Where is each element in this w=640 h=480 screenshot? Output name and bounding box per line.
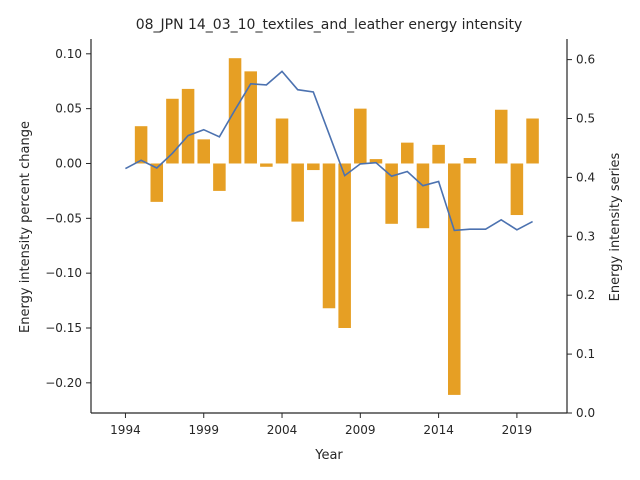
bar-2006	[307, 163, 320, 171]
y-tick-label-left: −0.10	[45, 266, 82, 280]
series-line	[125, 70, 533, 232]
bars	[134, 58, 539, 395]
y-tick-label-right: 0.1	[576, 347, 595, 361]
y-axis-label-right: Energy intensity series	[608, 152, 623, 301]
bar-2008	[338, 163, 351, 328]
bar-2016	[463, 158, 477, 164]
bar-2019	[510, 163, 524, 216]
bar-2018	[494, 109, 508, 164]
bar-2014	[432, 144, 445, 164]
y-tick-label-right: 0.5	[576, 112, 595, 126]
bar-1999	[197, 139, 210, 164]
y-tick-label-left: 0.05	[55, 102, 82, 116]
bar-1997	[166, 98, 179, 164]
y-tick-label-right: 0.0	[576, 406, 595, 420]
y-tick-label-left: 0.10	[55, 47, 82, 61]
y-tick-label-right: 0.2	[576, 288, 595, 302]
bar-1996	[150, 163, 164, 202]
y-tick-label-right: 0.3	[576, 229, 595, 243]
bar-2005	[291, 163, 304, 222]
bar-2010	[369, 159, 383, 164]
series-line-group	[125, 70, 533, 232]
bar-2003	[260, 163, 273, 167]
y-tick-label-left: −0.15	[45, 321, 82, 335]
bar-2002	[244, 71, 257, 164]
bar-2020	[526, 118, 539, 164]
x-tick-label: 2004	[267, 423, 298, 437]
bar-1995	[134, 126, 148, 164]
x-axis-label: Year	[314, 448, 343, 463]
bar-2011	[385, 163, 398, 224]
bar-2013	[416, 163, 430, 229]
y-axis-label-left: Energy intensity percent change	[18, 121, 33, 333]
y-tick-label-right: 0.6	[576, 53, 595, 67]
y-tick-label-right: 0.4	[576, 170, 595, 184]
bar-2015	[448, 163, 461, 395]
x-tick-label: 2009	[345, 423, 376, 437]
axes: 1994 1999 2004 2009 2014 2019 0.10 0.05 0.00 −0.0…	[45, 39, 595, 437]
bar-2007	[322, 163, 336, 309]
bar-2000	[213, 163, 226, 191]
y-tick-label-left: −0.20	[45, 376, 82, 390]
y-tick-label-left: −0.05	[45, 211, 82, 225]
x-tick-label: 2014	[423, 423, 454, 437]
bar-2009	[354, 108, 367, 164]
bar-2012	[401, 142, 414, 164]
chart-title: 08_JPN 14_03_10_textiles_and_leather ene…	[136, 17, 523, 33]
bar-2004	[275, 118, 289, 164]
x-tick-label: 1999	[188, 423, 219, 437]
y-tick-label-left: 0.00	[55, 156, 82, 170]
x-tick-label: 1994	[110, 423, 141, 437]
x-tick-label: 2019	[502, 423, 533, 437]
bar-1998	[181, 88, 195, 164]
